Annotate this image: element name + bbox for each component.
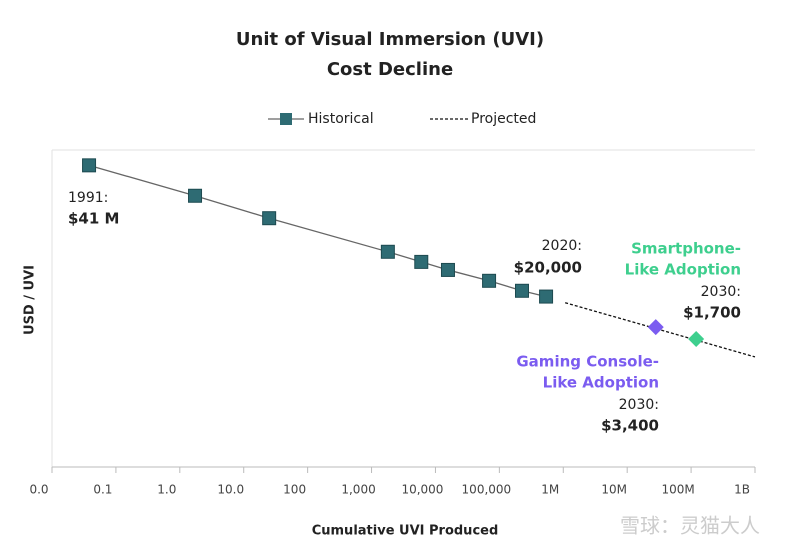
annotation-year: 2030: — [701, 284, 741, 300]
x-tick-label: 10.0 — [217, 483, 244, 497]
annotation-year: 2030: — [619, 397, 659, 413]
watermark: 雪球：灵猫大人 — [620, 514, 760, 538]
legend-marker — [280, 113, 292, 125]
annotation-value: $1,700 — [683, 304, 741, 322]
y-axis-label: USD / UVI — [23, 265, 38, 335]
x-tick-label: 1B — [734, 483, 750, 497]
annotation-value: $20,000 — [514, 259, 582, 277]
data-point — [262, 211, 277, 226]
legend-label: Projected — [471, 111, 536, 127]
data-point — [414, 254, 429, 269]
chart-title: Unit of Visual Immersion (UVI) — [236, 29, 544, 50]
scenario-title: Like Adoption — [543, 374, 659, 392]
scenario-point — [647, 319, 664, 336]
series-line — [88, 164, 547, 298]
x-tick-label: 100,000 — [462, 483, 512, 497]
data-point — [539, 289, 554, 304]
x-tick-label: 100 — [283, 483, 306, 497]
x-tick-label: 1,000 — [341, 483, 375, 497]
scenario-title: Smartphone- — [631, 240, 741, 258]
projected-line — [564, 302, 756, 358]
legend-label: Historical — [308, 111, 374, 127]
data-point — [82, 158, 97, 173]
data-point — [380, 244, 395, 259]
chart-title: Cost Decline — [327, 59, 453, 80]
scenario-title: Like Adoption — [625, 261, 741, 279]
scenario-point — [688, 330, 705, 347]
data-point — [514, 283, 529, 298]
x-tick-label: 0.1 — [93, 483, 112, 497]
annotation-year: 2020: — [542, 238, 582, 254]
annotation-value: $3,400 — [601, 417, 659, 435]
data-point — [482, 273, 497, 288]
x-axis-label: Cumulative UVI Produced — [312, 524, 499, 539]
annotation-year: 1991: — [68, 190, 108, 206]
x-tick-label: 10M — [601, 483, 627, 497]
x-tick-label: 1M — [541, 483, 559, 497]
x-tick-label: 100M — [661, 483, 694, 497]
data-point — [440, 262, 455, 277]
annotation-value: $41 M — [68, 210, 119, 228]
x-tick-label: 1.0 — [157, 483, 176, 497]
scenario-title: Gaming Console- — [516, 353, 659, 371]
data-point — [188, 188, 203, 203]
x-tick-label: 10,000 — [401, 483, 443, 497]
x-tick-label: 0.0 — [29, 483, 48, 497]
